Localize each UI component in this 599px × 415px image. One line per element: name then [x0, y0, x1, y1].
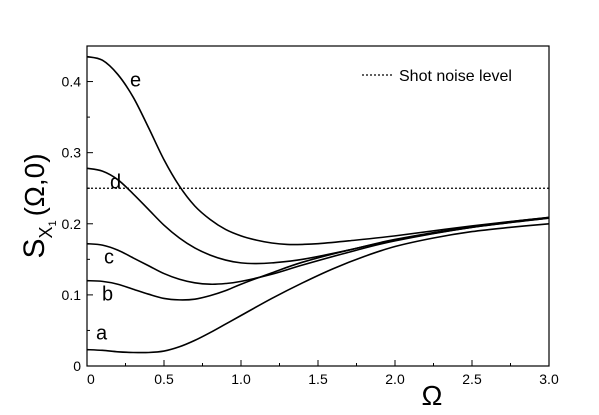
y-tick-label: 0 [73, 358, 81, 374]
x-tick-label: 0.5 [154, 371, 174, 387]
y-tick-label: 0.4 [62, 74, 82, 90]
series-curves [86, 55, 550, 354]
y-tick-label: 0.2 [62, 216, 82, 232]
y-axis-label-main: S [18, 239, 51, 259]
curve-b [86, 217, 550, 301]
axis-ticks: 0 0.5 1.0 1.5 2.0 2.5 3.0 0 0.1 0.2 0.3 0.4 [62, 45, 559, 387]
x-tick-label: 2.5 [462, 371, 482, 387]
series-labels: e d cba [96, 70, 141, 345]
x-tick-label: 0 [87, 371, 95, 387]
curve-label-b: b [102, 284, 113, 306]
curve-label-e: e [130, 70, 141, 92]
curve-c [86, 217, 550, 286]
y-tick-label: 0.1 [62, 287, 82, 303]
curve-a [86, 222, 550, 354]
curve-e [86, 55, 550, 246]
x-tick-label: 1.5 [308, 371, 328, 387]
curve-label-a: a [96, 323, 108, 345]
y-axis-label-sub: X [36, 227, 56, 239]
y-axis-label-subsub: 1 [47, 220, 59, 226]
x-tick-label: 3.0 [539, 371, 559, 387]
legend-label: Shot noise level [399, 68, 512, 85]
plot-frame [86, 45, 550, 367]
curve-label-d: d [110, 171, 121, 193]
x-axis-label: Ω [422, 380, 443, 411]
x-tick-label: 2.0 [385, 371, 405, 387]
y-axis-label: SX1 (Ω,0) [18, 153, 59, 258]
svg-text:SX1(Ω,0): SX1 (Ω,0) [18, 153, 59, 258]
x-tick-label: 1.0 [231, 371, 251, 387]
legend: Shot noise level [362, 68, 512, 85]
y-tick-label: 0.3 [62, 145, 82, 161]
curve-label-c: c [104, 247, 114, 269]
y-axis-label-args: (Ω,0) [19, 153, 50, 216]
curve-d [86, 167, 550, 265]
